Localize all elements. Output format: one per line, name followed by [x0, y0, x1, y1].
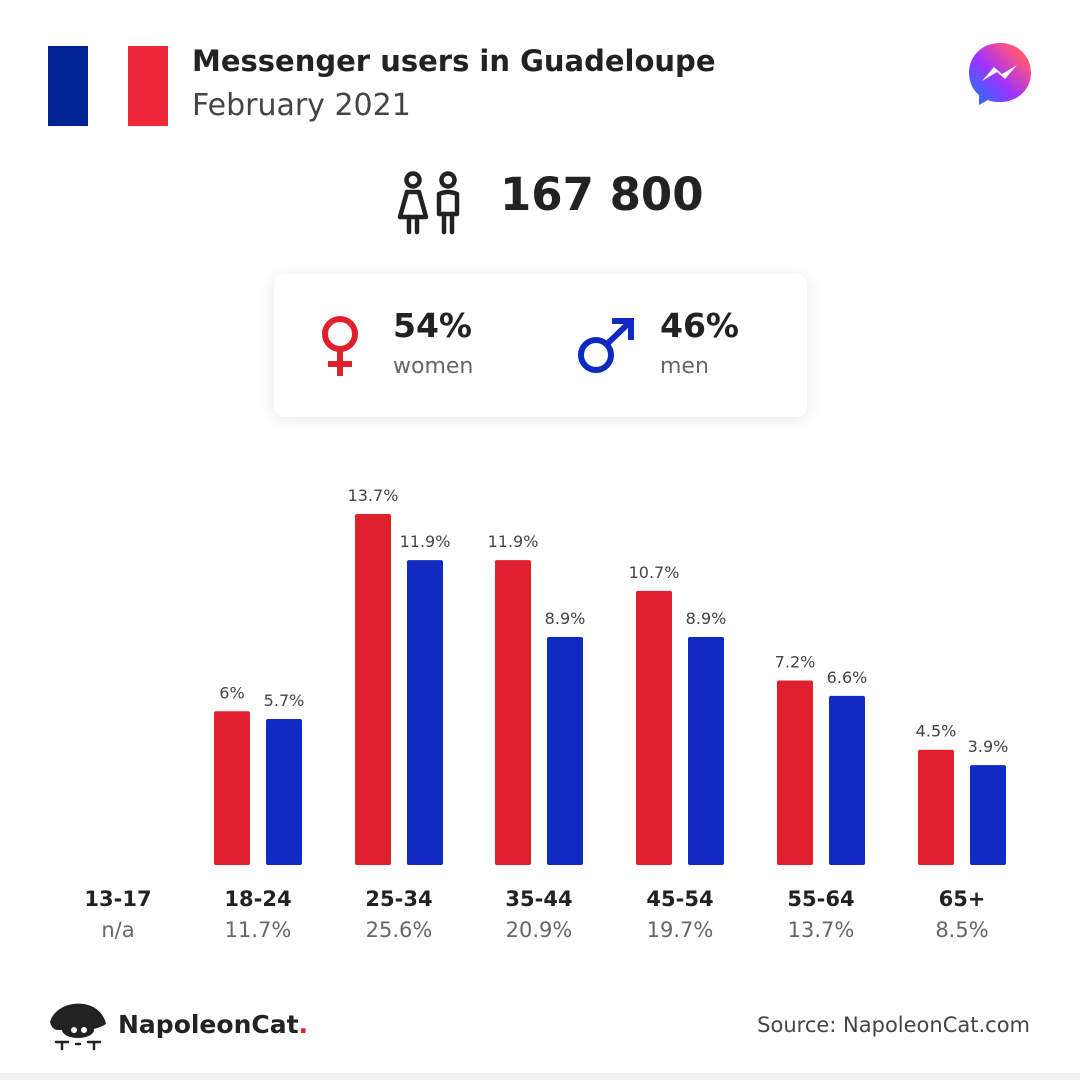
data-label-women-45-54: 10.7%	[629, 563, 680, 582]
data-label-men-65+: 3.9%	[968, 737, 1009, 756]
category-total-45-54: 19.7%	[647, 918, 714, 942]
category-label-55-64: 55-64	[787, 887, 854, 911]
category-total-35-44: 20.9%	[506, 918, 573, 942]
bar-men-18-24	[266, 718, 302, 865]
men-percentage: 46%	[660, 306, 739, 345]
bar-women-25-34	[355, 514, 391, 865]
bar-men-25-34	[407, 560, 443, 865]
source-credit: Source: NapoleonCat.com	[757, 1013, 1030, 1037]
brand-dot: .	[298, 1010, 309, 1039]
women-percentage: 54%	[393, 306, 472, 345]
data-label-men-55-64: 6.6%	[827, 668, 868, 687]
data-label-men-25-34: 11.9%	[400, 532, 451, 551]
bar-women-18-24	[214, 711, 250, 865]
male-symbol-icon	[578, 318, 634, 373]
bar-women-35-44	[495, 560, 531, 865]
gender-split-card: 54% women 46% men	[274, 274, 807, 417]
flag-red-stripe	[128, 46, 168, 126]
category-total-65+: 8.5%	[935, 918, 988, 942]
data-label-women-25-34: 13.7%	[348, 486, 399, 505]
women-label: women	[393, 354, 474, 379]
data-label-men-45-54: 8.9%	[686, 609, 727, 628]
data-label-men-35-44: 8.9%	[545, 609, 586, 628]
data-label-women-55-64: 7.2%	[775, 653, 816, 672]
france-flag-icon	[48, 46, 168, 126]
data-label-women-18-24: 6%	[219, 683, 244, 702]
flag-blue-stripe	[48, 46, 88, 126]
category-label-65+: 65+	[939, 887, 986, 911]
page-title: Messenger users in Guadeloupe	[192, 44, 716, 78]
category-label-25-34: 25-34	[365, 887, 432, 911]
bar-women-45-54	[636, 590, 672, 865]
bar-women-55-64	[777, 680, 813, 865]
total-users: 167 800	[500, 168, 704, 221]
data-label-women-65+: 4.5%	[916, 722, 957, 741]
category-label-35-44: 35-44	[505, 887, 572, 911]
page-subtitle: February 2021	[192, 88, 411, 123]
category-total-25-34: 25.6%	[366, 918, 433, 942]
bar-men-55-64	[829, 695, 865, 865]
bar-women-65+	[918, 749, 954, 865]
category-label-45-54: 45-54	[646, 887, 713, 911]
age-gender-bar-chart: 13-17 n/a 6% 5.7% 18-24 11.7% 13.7% 11.9% 25-34 2…	[84, 486, 1009, 942]
category-total-55-64: 13.7%	[788, 918, 855, 942]
data-label-women-35-44: 11.9%	[488, 532, 539, 551]
category-total-13-17: n/a	[101, 918, 134, 942]
messenger-logo-icon	[969, 43, 1031, 105]
category-label-18-24: 18-24	[224, 887, 291, 911]
bottom-strip	[0, 1073, 1080, 1080]
data-label-men-18-24: 5.7%	[264, 691, 305, 710]
bar-men-35-44	[547, 636, 583, 865]
people-icon	[397, 171, 460, 235]
men-label: men	[660, 354, 709, 379]
female-symbol-icon	[322, 316, 358, 376]
brand-name: NapoleonCat.	[118, 1010, 309, 1039]
napoleoncat-logo-icon	[50, 1003, 106, 1051]
category-label-13-17: 13-17	[84, 887, 151, 911]
bar-men-45-54	[688, 636, 724, 865]
category-total-18-24: 11.7%	[225, 918, 292, 942]
bar-men-65+	[970, 765, 1006, 865]
